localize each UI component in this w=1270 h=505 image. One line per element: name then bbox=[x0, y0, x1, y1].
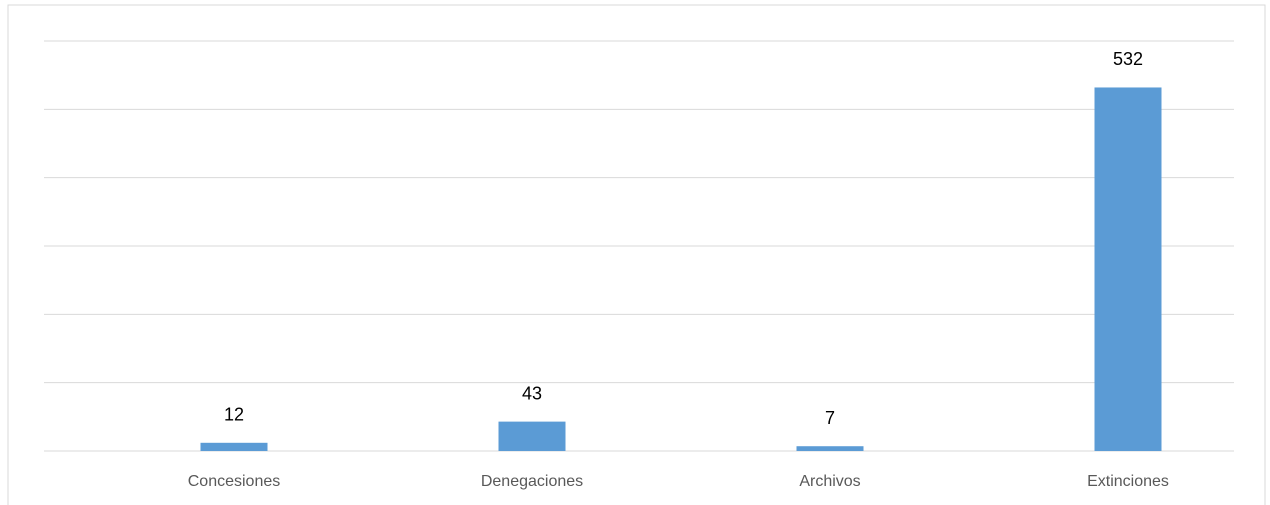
x-tick-label: Concesiones bbox=[188, 473, 281, 490]
x-tick-label: Archivos bbox=[799, 473, 860, 490]
data-label: 43 bbox=[522, 383, 542, 403]
bar bbox=[796, 446, 864, 451]
bar bbox=[200, 442, 268, 451]
x-tick-label: Extinciones bbox=[1087, 473, 1169, 490]
bar bbox=[1094, 87, 1162, 451]
data-label: 532 bbox=[1113, 49, 1143, 69]
chart-frame bbox=[7, 4, 1266, 505]
data-label: 7 bbox=[825, 408, 835, 428]
x-tick-label: Denegaciones bbox=[481, 473, 583, 490]
bar bbox=[498, 421, 566, 451]
data-label: 12 bbox=[224, 405, 244, 425]
